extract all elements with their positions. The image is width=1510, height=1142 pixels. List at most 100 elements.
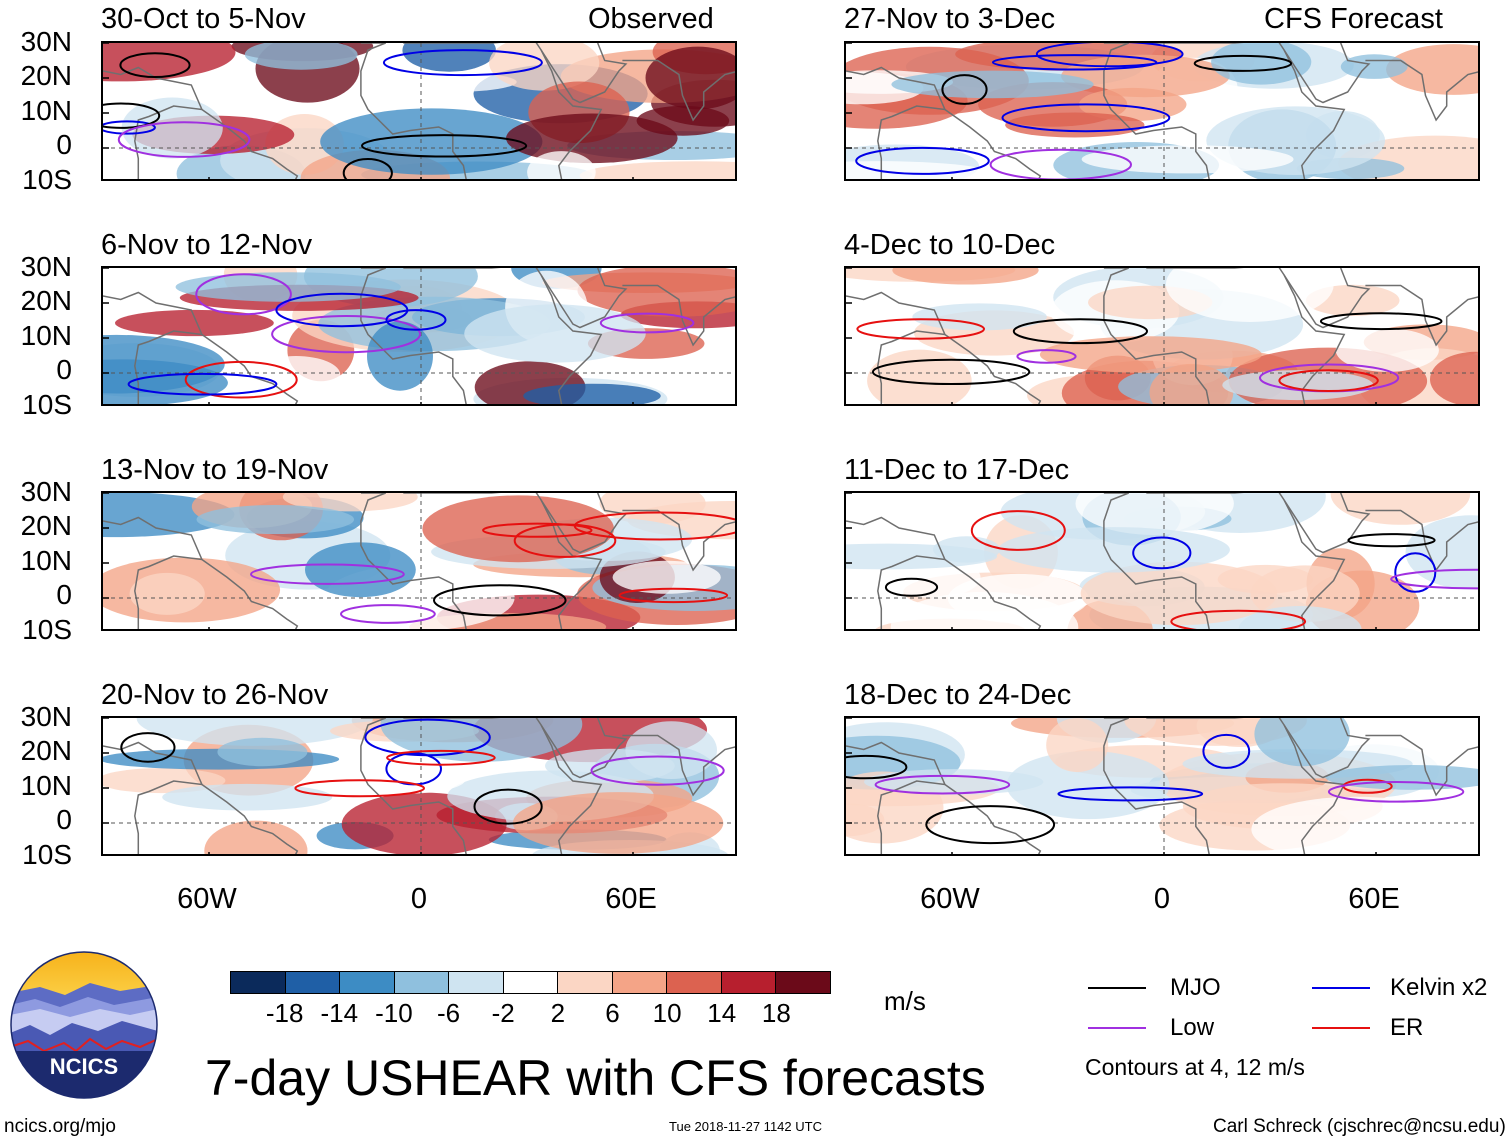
wave-contour — [103, 102, 161, 129]
shading-cell — [489, 43, 600, 91]
shading-cell — [1081, 145, 1294, 174]
shading-cell — [1039, 336, 1262, 373]
map-field — [103, 43, 735, 179]
legend-label-mjo: MJO — [1170, 974, 1221, 1001]
shading-cell — [320, 108, 543, 175]
coastline — [1103, 43, 1210, 179]
coastline — [1365, 284, 1478, 347]
logo-graphic: NCICS — [10, 951, 158, 1099]
coastline — [540, 718, 628, 779]
panel-title: 20-Nov to 26-Nov — [101, 679, 329, 711]
coastline — [1283, 43, 1371, 104]
colorbar-swatch — [611, 972, 667, 993]
wave-contour — [127, 372, 278, 396]
shading-cell — [579, 161, 735, 179]
colorbar-swatch — [284, 972, 340, 993]
shading-cell — [282, 493, 418, 512]
wave-contour — [856, 318, 985, 340]
colorbar-tick-label: -18 — [265, 998, 304, 1028]
wave-contour — [989, 148, 1132, 179]
colorbar-tick-label: -14 — [320, 998, 359, 1028]
shading-cell — [968, 817, 1197, 854]
panel-title: 27-Nov to 3-Dec — [844, 3, 1056, 35]
shading-cell — [136, 718, 373, 746]
shading-cell — [891, 70, 1094, 99]
shading-cell — [1005, 112, 1145, 138]
wave-contour — [1327, 781, 1465, 803]
coastline — [540, 43, 628, 104]
coastline — [944, 558, 1042, 629]
wave-contour — [1394, 552, 1437, 593]
coastline — [540, 493, 628, 554]
panel-title: 30-Oct to 5-Nov — [101, 3, 306, 35]
coastline — [1146, 43, 1346, 179]
shading-cell — [217, 737, 308, 767]
colorbar-tick-label: 6 — [605, 998, 620, 1028]
shading-cell — [129, 572, 205, 615]
wave-contour — [573, 511, 735, 541]
wave-contour — [1390, 568, 1478, 590]
shading-cell — [506, 113, 678, 164]
lon-label: 0 — [410, 883, 428, 915]
colorbar-swatch — [720, 972, 776, 993]
wave-contour — [184, 360, 298, 399]
lat-label: 20N — [20, 510, 72, 541]
coastline — [1283, 268, 1371, 329]
wave-contour — [361, 134, 528, 158]
coastline — [1365, 59, 1478, 122]
wave-contour — [1193, 54, 1293, 72]
lat-label: 10S — [22, 839, 72, 870]
coastline — [360, 268, 467, 404]
lat-label: 0 — [56, 804, 72, 835]
wave-contour — [1202, 733, 1251, 769]
wave-contour — [119, 52, 191, 78]
lat-label: 10S — [22, 614, 72, 645]
coastline — [1283, 718, 1371, 779]
coastline — [360, 718, 467, 854]
panel-title: 6-Nov to 12-Nov — [101, 229, 313, 261]
lon-label: 0 — [1153, 883, 1171, 915]
wave-contour — [884, 577, 939, 597]
shear-map — [101, 41, 737, 181]
colorbar-swatch — [557, 972, 612, 993]
coastline — [201, 108, 299, 179]
wave-contour — [117, 121, 251, 158]
wave-contour — [386, 749, 496, 766]
shading-cell — [1075, 493, 1234, 535]
colorbar-tick-label: 18 — [761, 998, 791, 1028]
colorbar-swatch — [393, 972, 449, 993]
lat-label: 0 — [56, 129, 72, 160]
coastline — [1103, 493, 1210, 629]
coastline — [201, 783, 299, 854]
panel-title: 4-Dec to 10-Dec — [844, 229, 1056, 261]
shading-cell — [523, 383, 661, 404]
shading-cell — [162, 783, 333, 811]
lat-label: 0 — [56, 354, 72, 385]
wave-contour — [473, 788, 543, 825]
lat-label: 20N — [20, 285, 72, 316]
shading-cell — [244, 43, 358, 70]
panel-tag: CFS Forecast — [1264, 3, 1443, 35]
lat-label: 30N — [20, 251, 72, 282]
colorbar-swatch — [339, 972, 394, 993]
wave-contour — [382, 49, 543, 77]
main-title: 7-day USHEAR with CFS forecasts — [205, 1050, 986, 1106]
wave-contour — [1319, 312, 1443, 331]
shading-cell — [599, 493, 706, 525]
wave-contour — [342, 158, 393, 179]
contours-note: Contours at 4, 12 m/s — [1085, 1054, 1305, 1080]
map-field — [846, 493, 1478, 629]
wave-contour — [991, 54, 1158, 71]
coastline — [1283, 493, 1371, 554]
coastline — [103, 66, 204, 179]
coastline — [403, 268, 603, 404]
colorbar-units: m/s — [884, 986, 926, 1016]
coastline — [1365, 509, 1478, 572]
wave-contour — [618, 587, 729, 604]
shear-map — [101, 716, 737, 856]
coastline — [103, 516, 204, 629]
shading-cell — [1335, 328, 1439, 372]
lat-label: 30N — [20, 26, 72, 57]
colorbar-tick-label: -2 — [491, 998, 515, 1028]
map-field — [103, 268, 735, 404]
